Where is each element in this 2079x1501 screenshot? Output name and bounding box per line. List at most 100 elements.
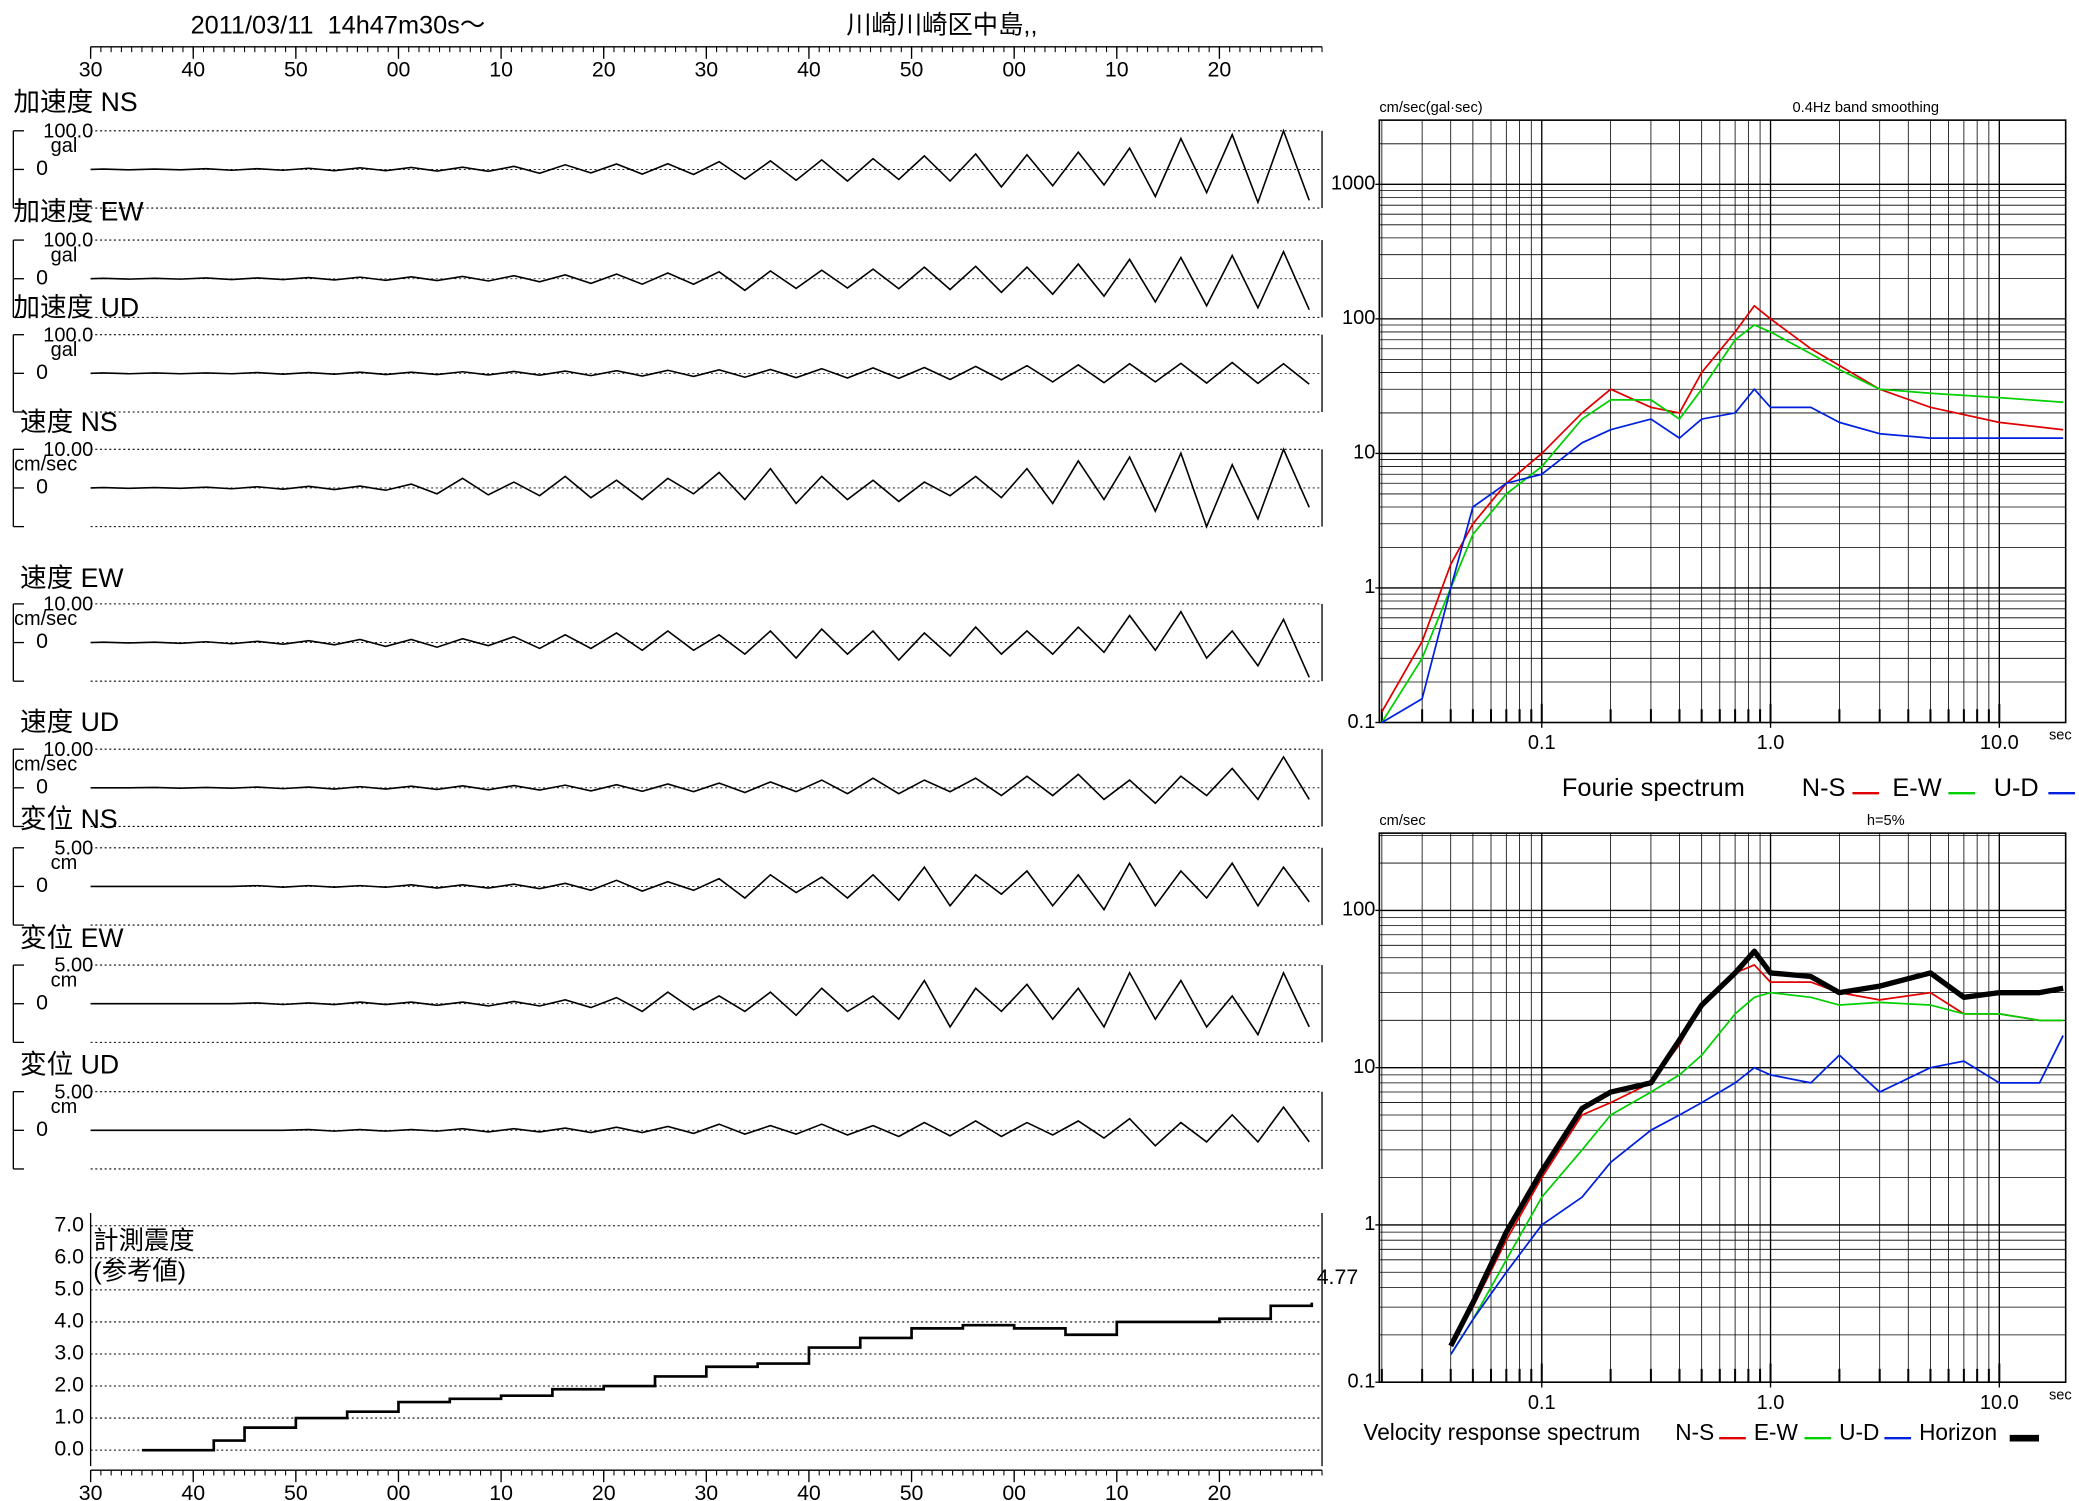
time-tick-label: 50 xyxy=(284,57,308,81)
time-tick-label: 30 xyxy=(79,1481,103,1501)
time-tick-label: 40 xyxy=(181,57,205,81)
scale-label: 5.00 xyxy=(54,955,93,977)
unit-label: cm xyxy=(51,852,78,874)
intensity-final: 4.77 xyxy=(1317,1265,1358,1289)
plot-frame xyxy=(1378,832,2067,1383)
spectrum-line xyxy=(1381,324,2064,723)
zero-label: 0 xyxy=(36,265,48,289)
scale-label: 100.0 xyxy=(43,324,93,346)
waveform xyxy=(90,361,1310,385)
y-tick-label: 6.0 xyxy=(54,1244,84,1268)
time-tick-label: 10 xyxy=(1105,1481,1129,1501)
chart-note: h=5% xyxy=(1867,813,1905,829)
time-tick-label: 40 xyxy=(797,1481,821,1501)
unit-label: gal xyxy=(51,135,78,157)
y-tick-label: 0.0 xyxy=(54,1437,84,1461)
scale-label: 5.00 xyxy=(54,837,93,859)
y-tick-label: 0.1 xyxy=(1348,1370,1376,1392)
legend-label: N-S xyxy=(1802,774,1846,802)
zero-label: 0 xyxy=(36,873,48,897)
zero-label: 0 xyxy=(36,990,48,1014)
trace-title: 変位 EW xyxy=(20,923,124,953)
y-tick-label: 5.0 xyxy=(54,1276,84,1300)
time-tick-label: 30 xyxy=(79,57,103,81)
header-location: 川崎川崎区中島,, xyxy=(846,12,1037,40)
y-tick-label: 1000 xyxy=(1331,173,1375,195)
y-axis-label: cm/sec xyxy=(1379,813,1425,829)
unit-label: gal xyxy=(51,244,78,266)
y-tick-label: 0.1 xyxy=(1348,711,1376,733)
legend-label: U-D xyxy=(1839,1419,1879,1445)
header-datetime: 2011/03/11 14h47m30s〜 xyxy=(191,12,486,40)
scale-label: 10.00 xyxy=(43,594,93,616)
chart-title: Fourie spectrum xyxy=(1562,774,1745,802)
time-tick-label: 40 xyxy=(797,57,821,81)
plot-frame xyxy=(1378,119,2067,724)
trace-title: 速度 UD xyxy=(20,707,119,737)
trace-title: 速度 NS xyxy=(20,407,118,437)
time-tick-label: 20 xyxy=(592,1481,616,1501)
time-tick-label: 10 xyxy=(1105,57,1129,81)
y-axis-label: cm/sec(gal·sec) xyxy=(1379,100,1482,116)
legend-label: E-W xyxy=(1892,774,1941,802)
time-tick-label: 30 xyxy=(694,1481,718,1501)
unit-label: gal xyxy=(51,339,78,361)
y-tick-label: 1 xyxy=(1364,1213,1375,1235)
scale-label: 10.00 xyxy=(43,439,93,461)
zero-label: 0 xyxy=(36,1117,48,1141)
y-tick-label: 10 xyxy=(1353,442,1375,464)
trace-title: 速度 EW xyxy=(20,563,124,593)
legend-label: N-S xyxy=(1675,1419,1714,1445)
spectrum-line xyxy=(1448,948,2064,1348)
x-tick-label: 1.0 xyxy=(1757,1392,1785,1414)
waveform xyxy=(90,755,1310,805)
zero-label: 0 xyxy=(36,629,48,653)
y-tick-label: 100 xyxy=(1342,899,1375,921)
time-tick-label: 10 xyxy=(489,57,513,81)
chart-title: Velocity response spectrum xyxy=(1363,1419,1640,1445)
unit-label: cm/sec xyxy=(14,608,77,630)
trace-title: 変位 UD xyxy=(20,1049,119,1079)
time-tick-label: 50 xyxy=(900,57,924,81)
trace-title: 加速度 UD xyxy=(13,292,139,322)
y-tick-label: 4.0 xyxy=(54,1309,84,1333)
intensity-title: 計測震度 xyxy=(93,1227,194,1255)
waveform xyxy=(90,128,1310,205)
trace-title: 加速度 NS xyxy=(13,87,137,117)
waveform xyxy=(90,249,1310,310)
intensity-subtitle: (参考値) xyxy=(93,1258,186,1286)
unit-label: cm/sec xyxy=(14,454,77,476)
waveform xyxy=(90,861,1310,912)
trace-title: 変位 NS xyxy=(20,804,118,834)
y-tick-label: 2.0 xyxy=(54,1373,84,1397)
y-tick-label: 1 xyxy=(1364,576,1375,598)
spectrum-line xyxy=(1450,1035,2064,1355)
unit-label: cm xyxy=(51,1096,78,1118)
spectrum-line xyxy=(1450,991,2064,1355)
legend-label: E-W xyxy=(1754,1419,1799,1445)
time-tick-label: 40 xyxy=(181,1481,205,1501)
y-tick-label: 100 xyxy=(1342,307,1375,329)
x-tick-label: 1.0 xyxy=(1757,732,1785,754)
legend-label: U-D xyxy=(1994,774,2039,802)
waveform xyxy=(90,447,1310,529)
x-tick-label: 0.1 xyxy=(1528,1392,1556,1414)
zero-label: 0 xyxy=(36,475,48,499)
time-tick-label: 50 xyxy=(900,1481,924,1501)
x-tick-label: 10.0 xyxy=(1980,1392,2019,1414)
spectrum-line xyxy=(1381,388,2064,724)
zero-label: 0 xyxy=(36,360,48,384)
time-tick-label: 00 xyxy=(1002,1481,1026,1501)
unit-label: cm xyxy=(51,969,78,991)
trace-title: 加速度 EW xyxy=(13,196,144,226)
time-tick-label: 20 xyxy=(1208,57,1232,81)
time-tick-label: 00 xyxy=(1002,57,1026,81)
time-tick-label: 20 xyxy=(1208,1481,1232,1501)
time-tick-label: 30 xyxy=(694,57,718,81)
time-tick-label: 50 xyxy=(284,1481,308,1501)
zero-label: 0 xyxy=(36,774,48,798)
waveform xyxy=(90,610,1310,678)
x-axis-label: sec xyxy=(2049,728,2072,744)
scale-label: 10.00 xyxy=(43,739,93,761)
